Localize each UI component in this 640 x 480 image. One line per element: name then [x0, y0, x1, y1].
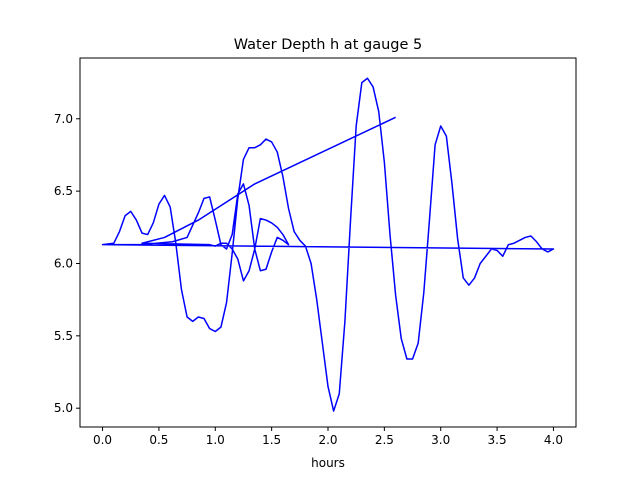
y-tick-label: 5.5 [54, 329, 73, 343]
x-axis-label: hours [311, 456, 345, 470]
x-tick-label: 3.5 [488, 433, 507, 447]
y-tick-label: 5.0 [54, 401, 73, 415]
y-axis: 5.0 5.5 6.0 6.5 7.0 [54, 112, 80, 415]
x-tick-label: 1.5 [262, 433, 281, 447]
y-tick-label: 6.5 [54, 184, 73, 198]
series-line-0 [101, 77, 555, 412]
x-tick-label: 0.5 [149, 433, 168, 447]
chart-title: Water Depth h at gauge 5 [234, 37, 422, 53]
x-tick-label: 2.5 [375, 433, 394, 447]
series-layer [101, 77, 555, 412]
y-tick-label: 7.0 [54, 112, 73, 126]
y-tick-label: 6.0 [54, 256, 73, 270]
x-tick-label: 4.0 [544, 433, 563, 447]
x-tick-label: 1.0 [206, 433, 225, 447]
x-tick-label: 0.0 [93, 433, 112, 447]
x-axis: 0.0 0.5 1.0 1.5 2.0 2.5 3.0 3.5 4.0 [93, 427, 563, 447]
x-tick-label: 3.0 [431, 433, 450, 447]
x-tick-label: 2.0 [318, 433, 337, 447]
